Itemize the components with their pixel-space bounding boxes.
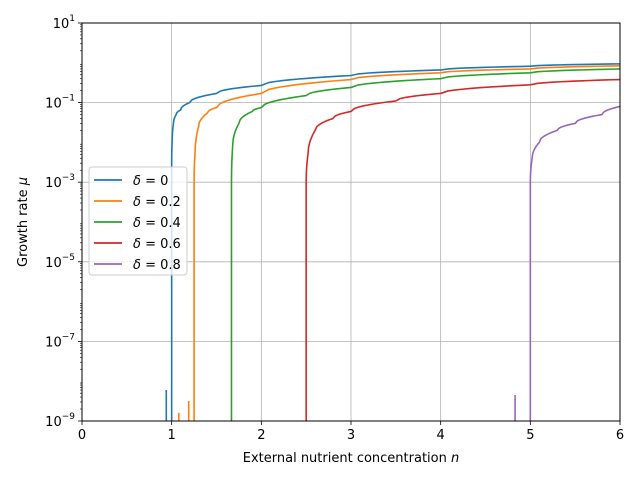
x-tick-label: 6 (616, 428, 624, 443)
x-axis-label: External nutrient concentration n (243, 451, 460, 466)
legend-item: δ = 0.4 (94, 216, 181, 231)
series-line (305, 78, 620, 421)
y-tick-label: 10−5 (45, 253, 75, 271)
series-2 (230, 68, 620, 421)
series-line (193, 65, 620, 421)
legend-label: δ = 0.2 (133, 195, 181, 210)
x-tick-label: 2 (257, 428, 265, 443)
legend: δ = 0 δ = 0.2 δ = 0.4 δ = 0.6 δ = 0.8 (88, 166, 188, 276)
legend-item: δ = 0.6 (94, 237, 181, 252)
series-4 (514, 105, 620, 421)
series-line (529, 105, 620, 421)
legend-label: δ = 0.8 (133, 258, 181, 273)
legend-box (88, 166, 188, 276)
series-line (230, 68, 620, 421)
series-3 (305, 78, 620, 421)
series-line (170, 63, 620, 421)
x-tick-label: 4 (437, 428, 445, 443)
y-tick-label: 10−9 (45, 412, 75, 430)
y-tick-label: 10−1 (45, 94, 75, 112)
legend-label: δ = 0 (133, 174, 168, 189)
y-tick-label: 10−7 (45, 332, 75, 350)
series-1 (178, 65, 620, 421)
x-tick-label: 5 (526, 428, 534, 443)
y-tick-label: 10−3 (45, 173, 75, 191)
x-tick-label: 0 (78, 428, 86, 443)
legend-label: δ = 0.6 (133, 237, 181, 252)
y-tick-label: 101 (53, 14, 75, 32)
legend-item: δ = 0.2 (94, 195, 181, 210)
x-tick-label: 1 (168, 428, 176, 443)
legend-label: δ = 0.4 (133, 216, 181, 231)
plot-series (165, 63, 620, 421)
axis-ticks: 0 1 2 3 4 5 6 10−9 10−7 10−5 10−3 10−1 101 (45, 14, 624, 443)
legend-item: δ = 0 (94, 174, 168, 189)
x-tick-label: 3 (347, 428, 355, 443)
series-0 (165, 63, 620, 421)
legend-item: δ = 0.8 (94, 258, 181, 273)
y-axis-label: Growth rate μ (16, 177, 31, 267)
